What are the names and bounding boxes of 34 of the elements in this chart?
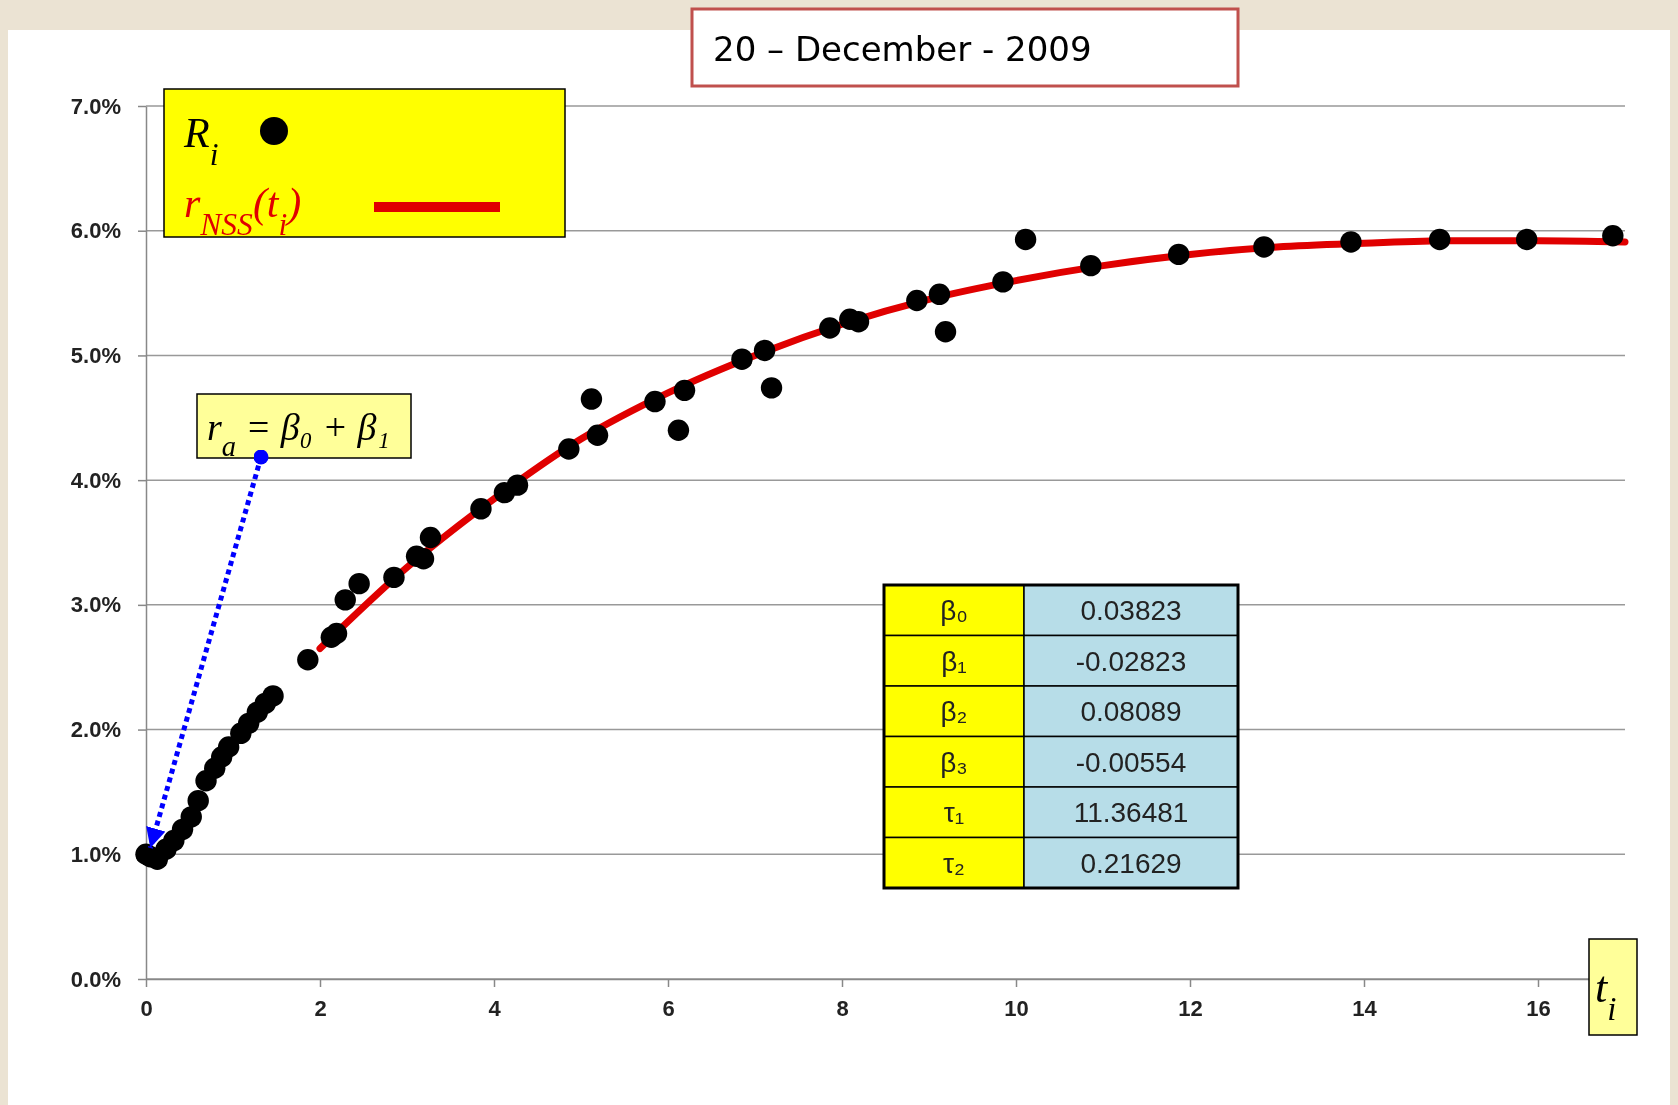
- annotation: τ₂: [943, 847, 965, 879]
- legend-label: R$_{i}$: [183, 110, 219, 172]
- annotation: β₀: [940, 595, 968, 626]
- annotation: r$_{a}$ = β₀ + β₁: [207, 406, 390, 462]
- x-tick-label: 4: [488, 996, 502, 1021]
- x-tick-label: 8: [836, 996, 849, 1021]
- annotation: β₁: [941, 645, 967, 677]
- annotation: 0.08089: [1080, 696, 1182, 727]
- annotation: 0.21629: [1080, 847, 1182, 879]
- annotation: 0.03823: [1080, 595, 1182, 626]
- x-tick-label: 12: [1178, 996, 1203, 1021]
- annotation: -0.02823: [1075, 645, 1187, 677]
- annotation: 11.36481: [1073, 797, 1189, 828]
- x-tick-label: 14: [1352, 996, 1378, 1021]
- y-tick-label: 0.0%: [70, 966, 121, 992]
- y-tick-label: 7.0%: [70, 93, 121, 119]
- x-tick-label: 2: [314, 996, 327, 1021]
- y-tick-label: 5.0%: [70, 342, 121, 368]
- y-tick-label: 6.0%: [70, 218, 121, 244]
- legend-label: r$_{NSS}$(t$_{i}$): [184, 180, 302, 242]
- y-tick-label: 1.0%: [70, 841, 121, 867]
- y-tick-label: 3.0%: [70, 592, 121, 618]
- x-axis-title: t$_{i}$: [1595, 963, 1617, 1027]
- x-tick-label: 10: [1004, 996, 1029, 1021]
- annotation: τ₁: [943, 797, 965, 828]
- y-tick-label: 2.0%: [70, 717, 121, 743]
- x-tick-label: 0: [140, 996, 153, 1021]
- x-tick-label: 6: [662, 996, 675, 1021]
- annotation: β₃: [940, 746, 968, 778]
- x-tick-label: 16: [1526, 996, 1551, 1021]
- chart-title: 20 – December - 2009: [713, 29, 1092, 69]
- y-tick-label: 4.0%: [70, 467, 121, 493]
- annotation: -0.00554: [1075, 746, 1187, 778]
- annotation: β₂: [940, 696, 968, 727]
